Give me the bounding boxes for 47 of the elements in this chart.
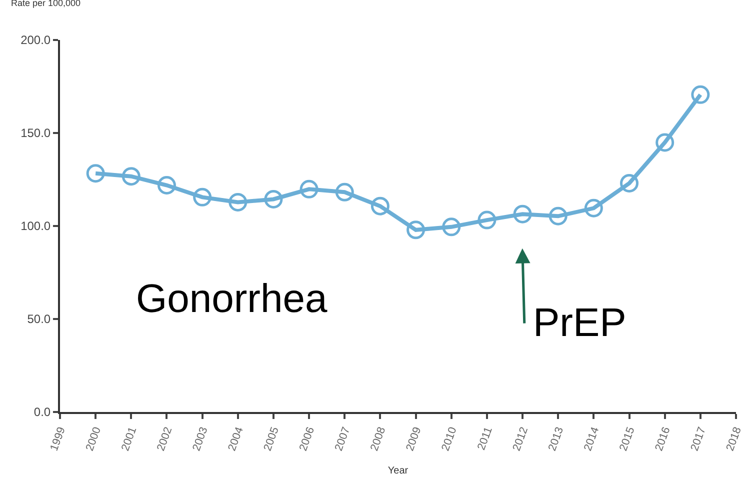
y-tick-label: 50.0 — [27, 312, 51, 326]
point — [620, 174, 639, 192]
point — [442, 218, 461, 236]
x-tick-label: 2016 — [653, 426, 673, 453]
x-tick-label: 2008 — [368, 426, 388, 453]
point — [478, 210, 496, 230]
x-tick-label: 2014 — [582, 426, 602, 453]
x-tick-label: 2018 — [724, 426, 744, 453]
point — [300, 180, 318, 198]
x-tick-label: 2002 — [155, 426, 175, 453]
point — [513, 204, 532, 224]
y-tick-label: 0.0 — [34, 405, 51, 420]
x-tick-label: 1999 — [48, 426, 68, 453]
point — [122, 167, 140, 186]
point — [157, 176, 176, 195]
point — [548, 206, 568, 226]
point — [335, 182, 354, 202]
point — [584, 198, 603, 218]
x-tick-label: 2012 — [510, 426, 531, 453]
point — [406, 220, 426, 240]
y-tick-label: 200.0 — [20, 33, 51, 48]
point — [691, 85, 710, 104]
point — [228, 192, 248, 212]
y-tick-label: 100.0 — [20, 219, 51, 234]
x-tick-label: 2007 — [332, 426, 353, 453]
x-tick-label: 2010 — [440, 426, 460, 453]
annotation: Gonorrhea — [136, 277, 328, 321]
point — [86, 164, 105, 183]
x-tick-label: 2004 — [226, 426, 246, 453]
x-axis-title: Year — [388, 466, 409, 477]
x-tick-label: 2015 — [618, 426, 638, 453]
x-tick-label: 2005 — [262, 426, 282, 453]
point — [370, 196, 390, 216]
annotation: PrEP — [533, 301, 626, 345]
x-tick-label: 2013 — [546, 426, 566, 453]
x-tick-label: 2001 — [119, 426, 140, 453]
x-tick-label: 2000 — [84, 426, 104, 453]
x-tick-label: 2003 — [190, 426, 210, 453]
x-tick-label: 2009 — [404, 426, 424, 453]
point — [264, 190, 283, 208]
x-tick-label: 2011 — [476, 426, 495, 452]
y-axis-title: Rate per 100,000 — [11, 0, 81, 8]
x-tick-label: 2006 — [297, 426, 318, 453]
point — [656, 133, 674, 152]
x-tick-label: 2017 — [688, 426, 708, 453]
point — [193, 188, 212, 206]
y-tick-label: 150.0 — [20, 126, 51, 140]
